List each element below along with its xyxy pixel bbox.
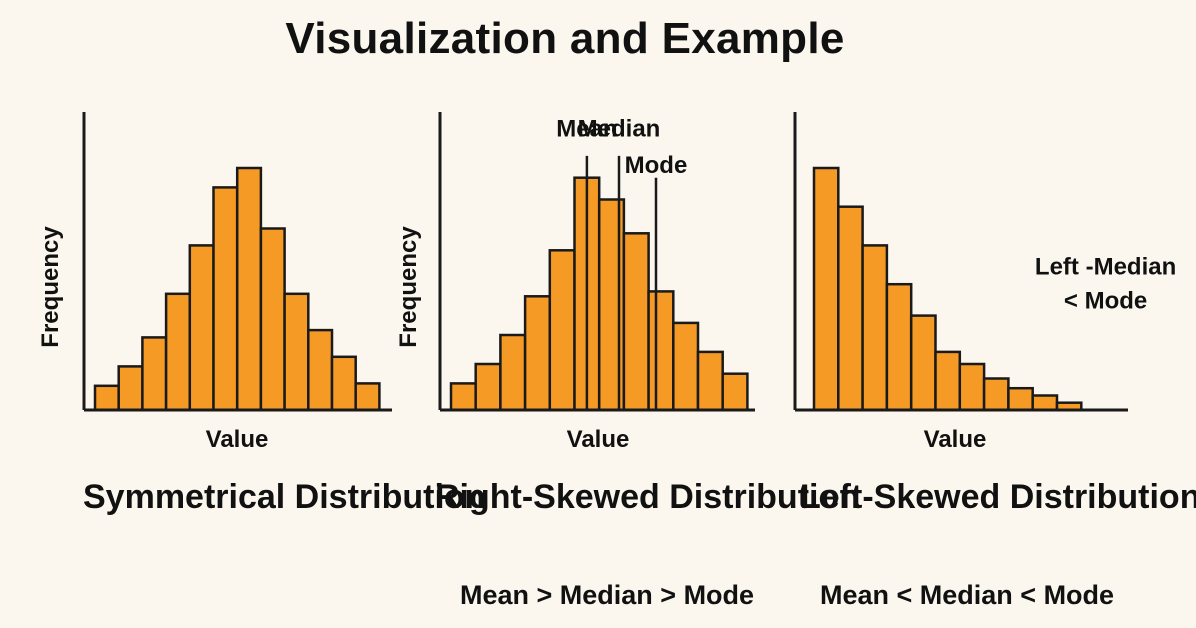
y-axis-label: Frequency bbox=[395, 226, 422, 348]
annotation-label: Mode bbox=[625, 152, 688, 179]
chart-subtitle: Mean > Median > Mode bbox=[460, 580, 755, 610]
histogram-bar bbox=[622, 232, 650, 412]
histogram-bar bbox=[141, 336, 168, 412]
histogram-bar bbox=[696, 350, 724, 412]
histogram-bar bbox=[934, 350, 962, 412]
y-axis-label: Frequency bbox=[37, 226, 64, 348]
chart-subtitle: Mean < Median < Mode bbox=[820, 580, 1115, 610]
histogram-bar bbox=[235, 166, 263, 412]
histogram-bar bbox=[721, 372, 749, 412]
histogram-bar bbox=[548, 249, 576, 412]
histogram-bar bbox=[474, 362, 502, 412]
x-axis-label: Value bbox=[924, 426, 987, 453]
histogram-bar bbox=[647, 290, 675, 412]
histogram-bar bbox=[307, 328, 334, 412]
histogram-bar bbox=[499, 333, 527, 412]
page-title: Visualization and Example bbox=[285, 14, 845, 63]
histogram-bar bbox=[93, 384, 120, 412]
annotation-label: Left -Median bbox=[1035, 254, 1176, 281]
histogram-bar bbox=[354, 382, 381, 412]
x-axis-label: Value bbox=[206, 426, 269, 453]
histogram-bar bbox=[837, 205, 864, 412]
x-axis-label: Value bbox=[567, 426, 630, 453]
histogram-bar bbox=[861, 244, 889, 412]
histogram-bar bbox=[1031, 394, 1059, 412]
histogram-bar bbox=[117, 365, 144, 412]
histogram-bar bbox=[1007, 386, 1034, 412]
histogram-bar bbox=[283, 292, 310, 412]
histogram-bar bbox=[885, 282, 913, 412]
histogram-bar bbox=[188, 244, 215, 412]
histogram-bar bbox=[212, 186, 239, 412]
histogram-bar bbox=[909, 314, 937, 412]
histogram-bar bbox=[164, 292, 192, 412]
histogram-bar bbox=[958, 362, 986, 412]
chart-title: Symmetrical Distribution bbox=[83, 478, 486, 516]
chart-title: Right-Skewed Distribution bbox=[435, 478, 860, 516]
annotation-label: < Mode bbox=[1064, 287, 1147, 314]
annotation-label: Mean bbox=[556, 116, 617, 143]
histogram-bar bbox=[449, 382, 477, 412]
histogram-bar bbox=[523, 295, 552, 412]
annotation-label: Median bbox=[578, 116, 661, 143]
histogram-bar bbox=[812, 166, 840, 412]
histogram-bar bbox=[982, 377, 1010, 412]
chart-title: Left-Skewed Distribution bbox=[800, 478, 1196, 516]
histogram-bar bbox=[672, 321, 700, 412]
histogram-bar bbox=[259, 227, 286, 412]
histogram-bar bbox=[330, 355, 357, 412]
